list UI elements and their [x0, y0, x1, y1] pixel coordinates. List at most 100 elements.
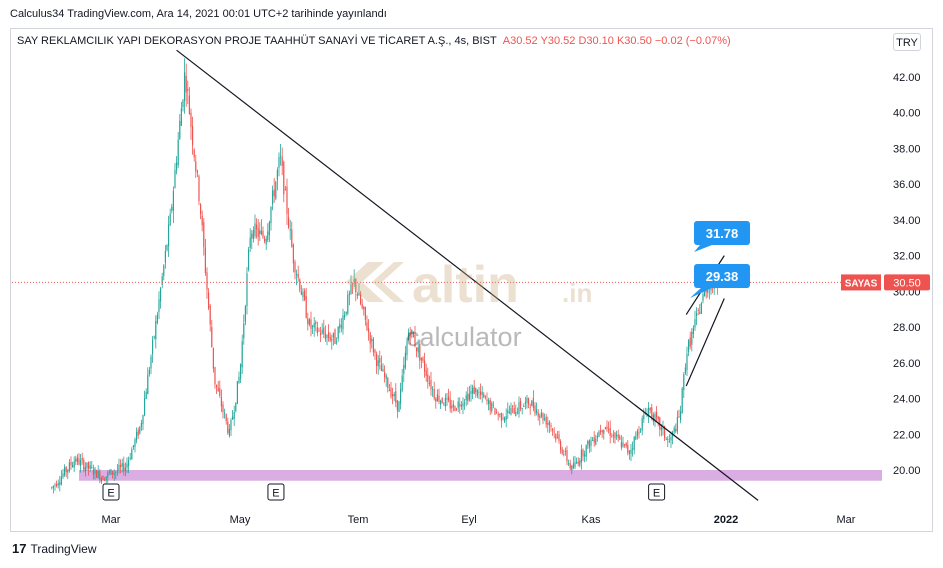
candle-body	[324, 333, 326, 340]
channel-lower-line[interactable]	[685, 298, 725, 387]
candle-body	[615, 434, 618, 436]
candle-body	[137, 430, 139, 436]
candle-body	[70, 461, 72, 466]
price-callout[interactable]: 31.78	[694, 221, 750, 252]
candle-body	[305, 296, 307, 318]
candle-body	[163, 265, 165, 276]
candle-body	[377, 360, 379, 367]
candle-body	[259, 230, 261, 235]
candle-body	[409, 332, 411, 337]
candle-body	[267, 231, 269, 241]
y-tick-label: 38.00	[893, 143, 921, 155]
candle-body	[78, 458, 80, 465]
candle-body	[254, 223, 256, 237]
trendline[interactable]	[176, 49, 759, 501]
candle-body	[351, 283, 354, 285]
candle-body	[415, 347, 418, 351]
candle-body	[155, 321, 157, 339]
candle-body	[510, 408, 512, 415]
candle-body	[134, 439, 136, 447]
candle-body	[612, 434, 614, 437]
candle-body	[345, 311, 347, 315]
candle-body	[436, 394, 438, 402]
candle-body	[422, 357, 424, 361]
candle-body	[223, 413, 226, 415]
candle-body	[65, 467, 67, 472]
y-tick-label: 24.00	[893, 394, 921, 406]
candle-body	[687, 340, 690, 352]
candle-body	[455, 408, 458, 410]
candle-body	[343, 314, 346, 318]
price-callout[interactable]: 29.38	[690, 264, 750, 298]
candle-body	[129, 457, 131, 460]
candle-body	[299, 279, 301, 291]
candle-body	[593, 437, 595, 443]
candle-body	[123, 463, 125, 472]
candle-body	[51, 487, 53, 489]
candle-body	[598, 431, 600, 437]
candle-body	[540, 412, 542, 417]
candle-body	[339, 324, 341, 329]
candle-body	[177, 139, 179, 165]
candle-body	[387, 378, 389, 389]
candle-body	[571, 465, 573, 471]
candle-body	[71, 465, 74, 468]
candle-body	[57, 483, 59, 486]
candle-body	[289, 229, 291, 231]
earnings-marker[interactable]: E	[267, 483, 285, 501]
candle-body	[646, 415, 648, 417]
candle-body	[459, 403, 461, 407]
candle-body	[153, 336, 155, 338]
candle-body	[553, 431, 555, 433]
earnings-marker[interactable]: E	[648, 483, 666, 501]
candle-body	[518, 402, 520, 415]
candle-body	[511, 405, 514, 407]
candle-body	[476, 390, 478, 396]
candle-body	[158, 299, 160, 312]
candle-body	[475, 387, 477, 393]
earnings-marker-label: E	[107, 488, 114, 500]
symbol-tag: SAYAS	[841, 274, 881, 291]
candle-body	[660, 427, 662, 431]
altin-watermark: altin .in calculator	[346, 256, 592, 352]
candle-body	[483, 394, 485, 398]
watermark-suffix: .in	[562, 278, 592, 308]
candle-body	[55, 484, 58, 487]
candle-body	[555, 434, 557, 440]
candle-body	[97, 471, 99, 478]
candle-body	[539, 415, 541, 418]
earnings-marker[interactable]: E	[102, 483, 120, 501]
candle-body	[84, 467, 86, 472]
earnings-marker-label: E	[272, 488, 279, 500]
candle-body	[401, 375, 403, 391]
candle-body	[291, 229, 293, 247]
price-value-tag: 30.50	[884, 274, 930, 291]
candle-body	[427, 374, 429, 382]
candle-body	[534, 405, 536, 414]
candle-body	[255, 224, 258, 230]
candle-body	[449, 399, 451, 409]
candle-body	[300, 291, 302, 296]
candle-body	[87, 462, 90, 469]
candle-body	[131, 449, 133, 460]
candle-body	[332, 332, 334, 338]
candle-body	[367, 328, 370, 333]
candle-body	[203, 222, 205, 248]
currency-button[interactable]: TRY	[893, 33, 921, 51]
candle-body	[121, 463, 123, 467]
candle-body	[118, 464, 120, 471]
candle-body	[110, 469, 112, 475]
support-zone[interactable]	[79, 470, 882, 481]
candle-body	[374, 349, 376, 353]
candle-body	[329, 336, 331, 341]
candle-body	[703, 288, 706, 297]
candle-body	[452, 404, 454, 408]
candle-body	[278, 156, 280, 168]
candle-body	[491, 402, 493, 412]
candle-body	[630, 449, 632, 454]
candle-body	[183, 72, 186, 101]
symbol-tag-label: SAYAS	[845, 278, 878, 289]
candle-body	[257, 228, 259, 237]
candle-body	[307, 318, 309, 325]
